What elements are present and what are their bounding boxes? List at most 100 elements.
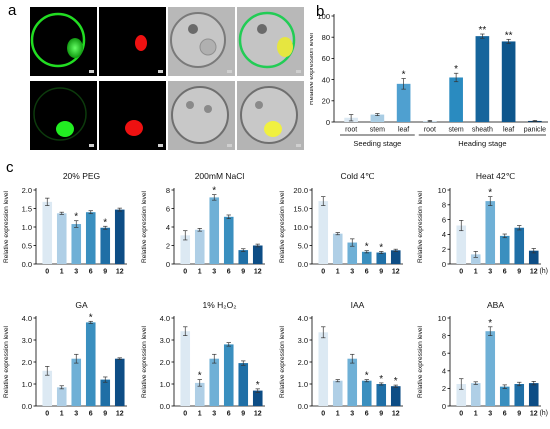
significance-mark: * <box>74 212 78 223</box>
x-tick-label: 6 <box>227 411 231 418</box>
bar <box>332 233 343 264</box>
x-tick-label: root <box>424 127 436 134</box>
x-tick-label: 12 <box>392 269 400 276</box>
x-tick-label: 6 <box>365 269 369 276</box>
x-tick-label: 1 <box>60 411 64 418</box>
y-axis-label: Relative expression level <box>141 191 148 263</box>
iaa-chart: IAA Relative expression level 0.0 1.0 2.0 3.0… <box>279 300 403 418</box>
x-tick-label: 3 <box>488 411 492 418</box>
significance-mark: * <box>394 376 398 387</box>
scale-bar <box>227 70 232 73</box>
bar <box>56 387 67 406</box>
bar <box>499 235 510 264</box>
y-tick-label: 4.0 <box>298 314 308 323</box>
scale-bar <box>89 144 94 147</box>
y-tick-label: 2.0 <box>22 358 32 367</box>
y-tick-label: 1.0 <box>160 380 170 389</box>
x-tick-label: 0 <box>321 411 325 418</box>
y-tick-label: 0.0 <box>298 260 308 269</box>
bar <box>376 384 387 406</box>
gfp-cell-ring-icon <box>30 12 86 68</box>
bar <box>85 212 96 264</box>
x-tick-label: 12 <box>392 411 400 418</box>
bar <box>180 331 191 406</box>
bar <box>470 383 481 406</box>
bar <box>390 250 401 264</box>
y-tick-label: 1.5 <box>22 204 32 213</box>
significance-mark: * <box>365 242 369 253</box>
nacl-chart: 200mM NaCl Relative expression level 0 2 4 6 8… <box>141 171 265 276</box>
y-tick-label: 0.0 <box>160 402 170 411</box>
chart-title: Cold 4℃ <box>340 171 375 181</box>
y-tick-label: 20.0 <box>293 186 308 195</box>
rfp-image-row2 <box>99 81 166 150</box>
bar <box>223 216 234 264</box>
peg-chart: 20% PEG Relative expression level 0.0 0.5 1.… <box>3 171 127 276</box>
bright-image-row2 <box>168 81 235 150</box>
x-tick-label: 3 <box>212 411 216 418</box>
brightfield-cell-icon <box>171 86 229 144</box>
x-tick-label: 12 <box>254 411 262 418</box>
group-label: Seeding stage <box>353 139 401 148</box>
y-tick-label: 4 <box>442 230 446 239</box>
x-tick-label: 3 <box>74 411 78 418</box>
y-tick-label: 5.0 <box>298 241 308 250</box>
y-tick-label: 1.0 <box>298 380 308 389</box>
y-tick-label: 10.0 <box>293 223 308 232</box>
y-tick-label: 3.0 <box>22 336 32 345</box>
y-tick-label: 15.0 <box>293 204 308 213</box>
y-axis-label: Relative expression level <box>417 191 424 263</box>
x-tick-label: 3 <box>350 411 354 418</box>
significance-mark: * <box>379 242 383 253</box>
y-tick-label: 1.0 <box>22 380 32 389</box>
x-tick-label: 1 <box>198 269 202 276</box>
merged-cell-icon <box>240 86 298 144</box>
bar <box>449 77 463 122</box>
x-tick-label: 3 <box>74 269 78 276</box>
x-tick-label: 9 <box>379 411 383 418</box>
y-tick-label: 2.0 <box>298 358 308 367</box>
x-tick-label: 0 <box>459 269 463 276</box>
x-tick-label: 9 <box>103 269 107 276</box>
bar <box>56 213 67 264</box>
time-unit-label: (h) <box>539 410 548 417</box>
x-tick-label: 1 <box>474 411 478 418</box>
bar <box>456 225 467 264</box>
significance-mark: ** <box>478 25 486 36</box>
bar <box>100 379 111 406</box>
chart-title: 200mM NaCl <box>195 171 245 181</box>
x-tick-label: 0 <box>45 411 49 418</box>
bar <box>370 114 385 122</box>
bar <box>194 229 205 264</box>
x-tick-label: 12 <box>530 411 538 418</box>
significance-mark: * <box>256 380 260 391</box>
y-tick-label: 0.0 <box>298 402 308 411</box>
y-tick-label: 4 <box>166 223 170 232</box>
significance-mark: * <box>454 64 458 75</box>
bar <box>114 358 125 406</box>
tissue-expression-chart: Relative expression level 0 20 40 60 80 100 roo… <box>310 12 548 148</box>
bar <box>390 386 401 406</box>
y-tick-label: 0 <box>166 260 170 269</box>
chart-title: Heat 42℃ <box>476 171 516 181</box>
y-tick-label: 8 <box>442 201 446 210</box>
chart-title: ABA <box>487 300 504 310</box>
x-tick-label: 0 <box>459 411 463 418</box>
panel-label-b: b <box>316 3 325 20</box>
x-tick-label: 1 <box>60 269 64 276</box>
y-tick-label: 8 <box>166 186 170 195</box>
x-tick-label: 1 <box>198 411 202 418</box>
x-tick-label: 6 <box>227 269 231 276</box>
y-tick-label: 10 <box>438 186 446 195</box>
scale-bar <box>296 144 301 147</box>
x-tick-label: 0 <box>183 411 187 418</box>
y-tick-label: 0.0 <box>22 260 32 269</box>
y-tick-label: 40 <box>322 75 330 84</box>
bar <box>71 358 82 406</box>
ga-chart: GA Relative expression level 0.0 1.0 2.0 3.0 4… <box>3 300 127 418</box>
y-tick-label: 6 <box>442 215 446 224</box>
rfp-nucleus-icon <box>135 35 147 51</box>
bar <box>501 41 516 122</box>
